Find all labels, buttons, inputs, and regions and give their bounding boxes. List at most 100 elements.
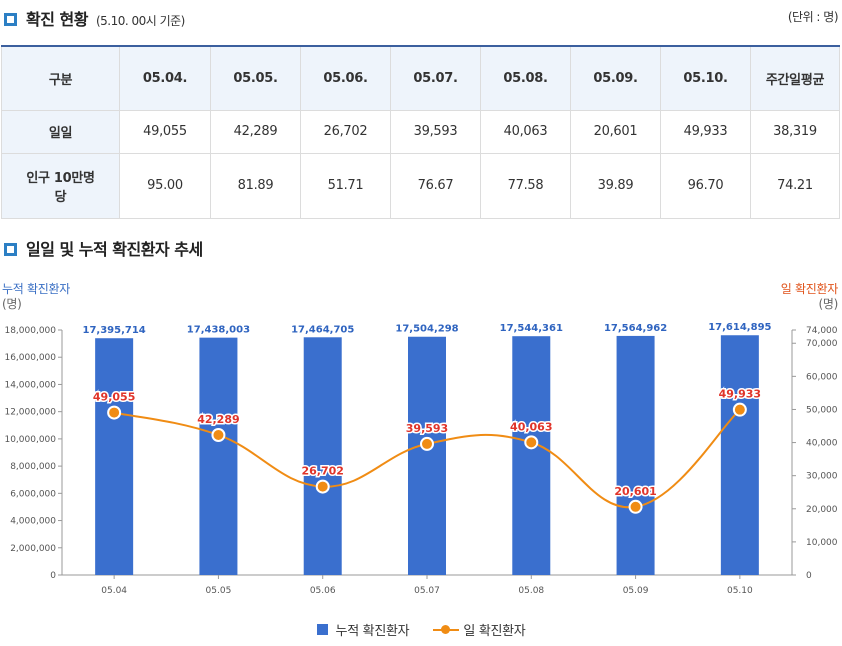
right-tick-label: 40,000	[806, 439, 838, 449]
table-cell: 20,601	[570, 109, 661, 154]
line-point	[420, 436, 434, 451]
header-cell: 05.08.	[480, 45, 571, 111]
left-tick-label: 10,000,000	[4, 435, 56, 445]
bar	[616, 335, 655, 575]
header-cell: 05.07.	[390, 45, 481, 111]
stats-table: 구분 05.04. 05.05. 05.06. 05.07. 05.08. 05…	[1, 45, 840, 219]
bar	[720, 335, 759, 575]
section-header-trend: 일일 및 누적 확진환자 추세	[4, 236, 203, 260]
header-cell: 구분	[1, 45, 120, 111]
x-tick-label: 05.06	[310, 586, 336, 596]
line-point	[211, 427, 226, 442]
table-cell: 76.67	[390, 152, 481, 219]
table-cell: 26,702	[300, 109, 391, 154]
bar	[408, 336, 446, 575]
bar-value-label: 17,438,003	[187, 325, 250, 336]
bar-value-label: 17,504,298	[395, 324, 458, 335]
section-header-status: 확진 현황 (5.10. 00시 기준)	[4, 6, 185, 30]
right-tick-label: 30,000	[806, 472, 838, 482]
left-axis-title-text: 누적 확진환자	[2, 282, 70, 296]
left-axis-unit: (명)	[2, 297, 22, 311]
line-value-label: 20,601	[614, 485, 656, 498]
table-row: 인구 10만명당 95.00 81.89 51.71 76.67 77.58 3…	[1, 152, 840, 219]
table-cell: 38,319	[750, 109, 840, 154]
table-cell: 81.89	[210, 152, 301, 219]
left-tick-label: 14,000,000	[4, 380, 56, 390]
header-cell: 05.05.	[210, 45, 301, 111]
left-tick-label: 6,000,000	[10, 489, 56, 499]
bar	[303, 337, 342, 575]
line-point	[315, 479, 330, 494]
x-tick-label: 05.04	[101, 586, 127, 596]
legend-item-daily[interactable]: 일 확진환자	[433, 620, 526, 639]
row-label: 일일	[1, 109, 120, 154]
line-value-label: 40,063	[510, 420, 552, 433]
table-cell: 96.70	[660, 152, 751, 219]
table-cell: 40,063	[480, 109, 571, 154]
line-value-label: 42,289	[197, 413, 239, 426]
table-cell: 42,289	[210, 109, 301, 154]
left-tick-label: 4,000,000	[10, 517, 56, 527]
x-tick-label: 05.07	[414, 586, 440, 596]
chart-legend: 누적 확진환자 일 확진환자	[0, 620, 842, 639]
legend-item-cumulative[interactable]: 누적 확진환자	[316, 620, 410, 639]
bar-value-label: 17,395,714	[83, 325, 146, 336]
header-cell: 05.04.	[119, 45, 211, 111]
section-title: 확진 현황	[26, 10, 88, 29]
line-point	[732, 402, 747, 417]
bar-value-label: 17,544,361	[500, 323, 563, 334]
table-header-row: 구분 05.04. 05.05. 05.06. 05.07. 05.08. 05…	[1, 45, 840, 111]
x-tick-label: 05.05	[206, 586, 232, 596]
right-tick-label: 0	[806, 571, 812, 581]
x-tick-label: 05.08	[518, 586, 544, 596]
table-cell: 51.71	[300, 152, 391, 219]
right-tick-label: 60,000	[806, 372, 838, 382]
bar-value-label: 17,564,962	[604, 323, 667, 334]
legend-bar-swatch-icon	[316, 624, 328, 635]
left-tick-label: 8,000,000	[10, 462, 56, 472]
line-value-label: 49,933	[719, 388, 761, 401]
left-axis-title: 누적 확진환자 (명)	[2, 282, 70, 312]
left-tick-label: 18,000,000	[4, 326, 56, 336]
line-value-label: 39,593	[406, 422, 448, 435]
square-bullet-icon	[4, 13, 17, 26]
bar-value-label: 17,614,895	[708, 322, 771, 333]
right-tick-label: 10,000	[806, 538, 838, 548]
trend-chart: 0 2,000,000 4,000,000 6,000,000 8,000,000 10,…	[4, 322, 838, 596]
header-cell: 05.09.	[570, 45, 661, 111]
line-point	[628, 499, 643, 514]
line-value-label: 49,055	[93, 391, 135, 404]
right-tick-label: 50,000	[806, 405, 838, 415]
header-cell: 05.06.	[300, 45, 391, 111]
unit-label: (단위 : 명)	[787, 10, 839, 24]
header-cell: 05.10.	[660, 45, 751, 111]
x-tick-label: 05.10	[727, 586, 753, 596]
section-subtitle: (5.10. 00시 기준)	[95, 14, 185, 28]
bar-value-label: 17,464,705	[291, 324, 354, 335]
line-point	[524, 435, 539, 450]
table-cell: 77.58	[480, 152, 571, 219]
square-bullet-icon	[4, 243, 17, 256]
row-label: 인구 10만명당	[1, 152, 120, 219]
legend-label: 일 확진환자	[463, 624, 526, 639]
bar	[95, 338, 134, 575]
bar	[199, 337, 238, 575]
bar	[512, 336, 551, 575]
header-cell: 주간일평균	[750, 45, 840, 111]
legend-line-swatch-icon	[433, 624, 460, 636]
left-tick-label: 0	[50, 571, 56, 581]
line-value-label: 26,702	[301, 465, 343, 478]
legend-label: 누적 확진환자	[335, 624, 410, 639]
section-title: 일일 및 누적 확진환자 추세	[26, 240, 203, 259]
table-cell: 95.00	[119, 152, 211, 219]
left-tick-label: 12,000,000	[4, 408, 56, 418]
right-axis-unit: (명)	[818, 297, 838, 311]
line-point	[107, 405, 122, 420]
table-cell: 39,593	[390, 109, 481, 154]
right-axis-title-text: 일 확진환자	[780, 282, 839, 296]
right-axis-title: 일 확진환자 (명)	[780, 282, 839, 312]
right-tick-label: 70,000	[806, 339, 838, 349]
table-cell: 49,055	[119, 109, 211, 154]
left-tick-label: 16,000,000	[4, 353, 56, 363]
table-cell: 39.89	[570, 152, 661, 219]
